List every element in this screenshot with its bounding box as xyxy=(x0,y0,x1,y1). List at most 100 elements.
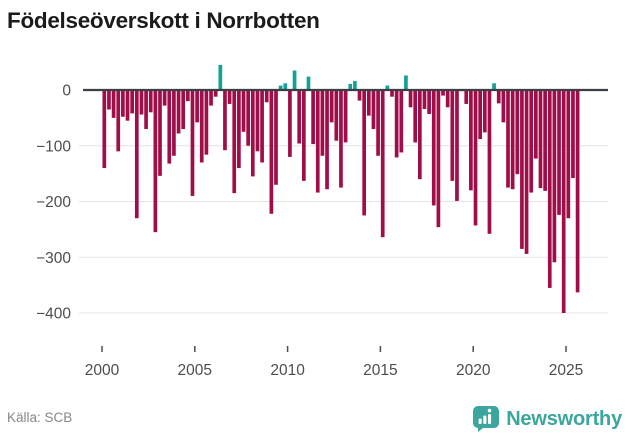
bar xyxy=(325,90,329,190)
bar xyxy=(492,83,496,90)
bar xyxy=(561,90,566,313)
bar xyxy=(213,90,218,97)
bar xyxy=(167,90,172,164)
bar xyxy=(575,90,580,293)
x-axis-label: 2015 xyxy=(363,362,397,379)
bar xyxy=(566,90,571,219)
y-axis-label: −400 xyxy=(36,306,71,323)
bar xyxy=(139,90,144,115)
bar xyxy=(232,90,237,194)
x-axis-label: 2005 xyxy=(178,362,212,379)
bar xyxy=(190,90,195,196)
bar xyxy=(278,85,283,90)
bar xyxy=(371,90,376,130)
bar xyxy=(130,90,135,114)
bar xyxy=(181,90,186,130)
bar xyxy=(543,90,547,191)
y-axis-label: −200 xyxy=(36,194,71,211)
newsworthy-wordmark: Newsworthy xyxy=(506,407,622,430)
bar xyxy=(501,90,506,123)
bar xyxy=(399,90,404,153)
bar xyxy=(204,90,209,155)
bar xyxy=(515,90,520,175)
bar xyxy=(390,90,394,97)
bar xyxy=(538,90,543,189)
bar xyxy=(250,90,255,177)
bar xyxy=(227,90,232,104)
bar xyxy=(357,90,362,101)
bar xyxy=(102,90,107,169)
bar xyxy=(199,90,204,163)
bar xyxy=(427,90,431,114)
bar xyxy=(496,90,501,104)
bar xyxy=(464,90,469,104)
bar xyxy=(329,90,334,123)
bar xyxy=(246,90,251,146)
bar xyxy=(162,90,167,106)
bar xyxy=(450,90,455,181)
bar xyxy=(255,90,260,152)
y-axis-label: 0 xyxy=(62,83,71,100)
page-title: Födelseöverskott i Norrbotten xyxy=(7,8,320,33)
bar xyxy=(506,90,510,188)
bar xyxy=(422,90,427,109)
bar xyxy=(274,90,278,185)
bar xyxy=(445,90,450,108)
y-axis-label: −100 xyxy=(36,138,71,155)
bar xyxy=(297,90,302,144)
bar xyxy=(320,90,325,156)
bar xyxy=(557,90,561,215)
bar xyxy=(571,90,575,179)
bar xyxy=(436,90,441,228)
bar xyxy=(487,90,492,234)
bar xyxy=(394,90,399,158)
bar xyxy=(547,90,552,288)
newsworthy-logo: Newsworthy xyxy=(473,405,622,433)
bar xyxy=(306,76,311,90)
bar xyxy=(116,90,121,152)
bar xyxy=(404,75,408,90)
bar xyxy=(362,90,367,216)
bar xyxy=(218,64,223,90)
x-axis-label: 2000 xyxy=(85,362,120,379)
bar xyxy=(441,90,445,96)
bar xyxy=(315,90,320,193)
bar xyxy=(260,90,264,163)
bar xyxy=(533,90,538,159)
bar xyxy=(311,90,315,145)
bar xyxy=(264,90,269,103)
x-axis-label: 2025 xyxy=(549,362,583,379)
y-axis-label: −300 xyxy=(36,250,71,267)
bar xyxy=(520,90,524,249)
bar xyxy=(195,90,199,123)
bar xyxy=(529,90,534,193)
bar xyxy=(144,90,148,130)
bar xyxy=(269,90,274,214)
bar xyxy=(353,81,357,90)
bar xyxy=(343,90,348,143)
bar xyxy=(417,90,422,180)
bar xyxy=(380,90,385,238)
bar xyxy=(283,83,288,90)
bar xyxy=(209,90,213,106)
bar xyxy=(148,90,153,113)
bar xyxy=(292,70,297,90)
bar xyxy=(125,90,130,121)
bar xyxy=(121,90,125,117)
bar xyxy=(111,90,116,118)
bar xyxy=(473,90,478,226)
bar xyxy=(153,90,158,233)
bar xyxy=(455,90,459,201)
bar xyxy=(478,90,483,140)
bar xyxy=(482,90,487,133)
bar xyxy=(223,90,227,151)
bar xyxy=(185,90,190,102)
bar xyxy=(176,90,181,134)
bar xyxy=(408,90,413,108)
bar xyxy=(413,90,418,143)
bar xyxy=(366,90,371,116)
bar xyxy=(431,90,436,206)
bar xyxy=(510,90,515,190)
x-axis-label: 2010 xyxy=(270,362,305,379)
bar xyxy=(107,90,111,110)
